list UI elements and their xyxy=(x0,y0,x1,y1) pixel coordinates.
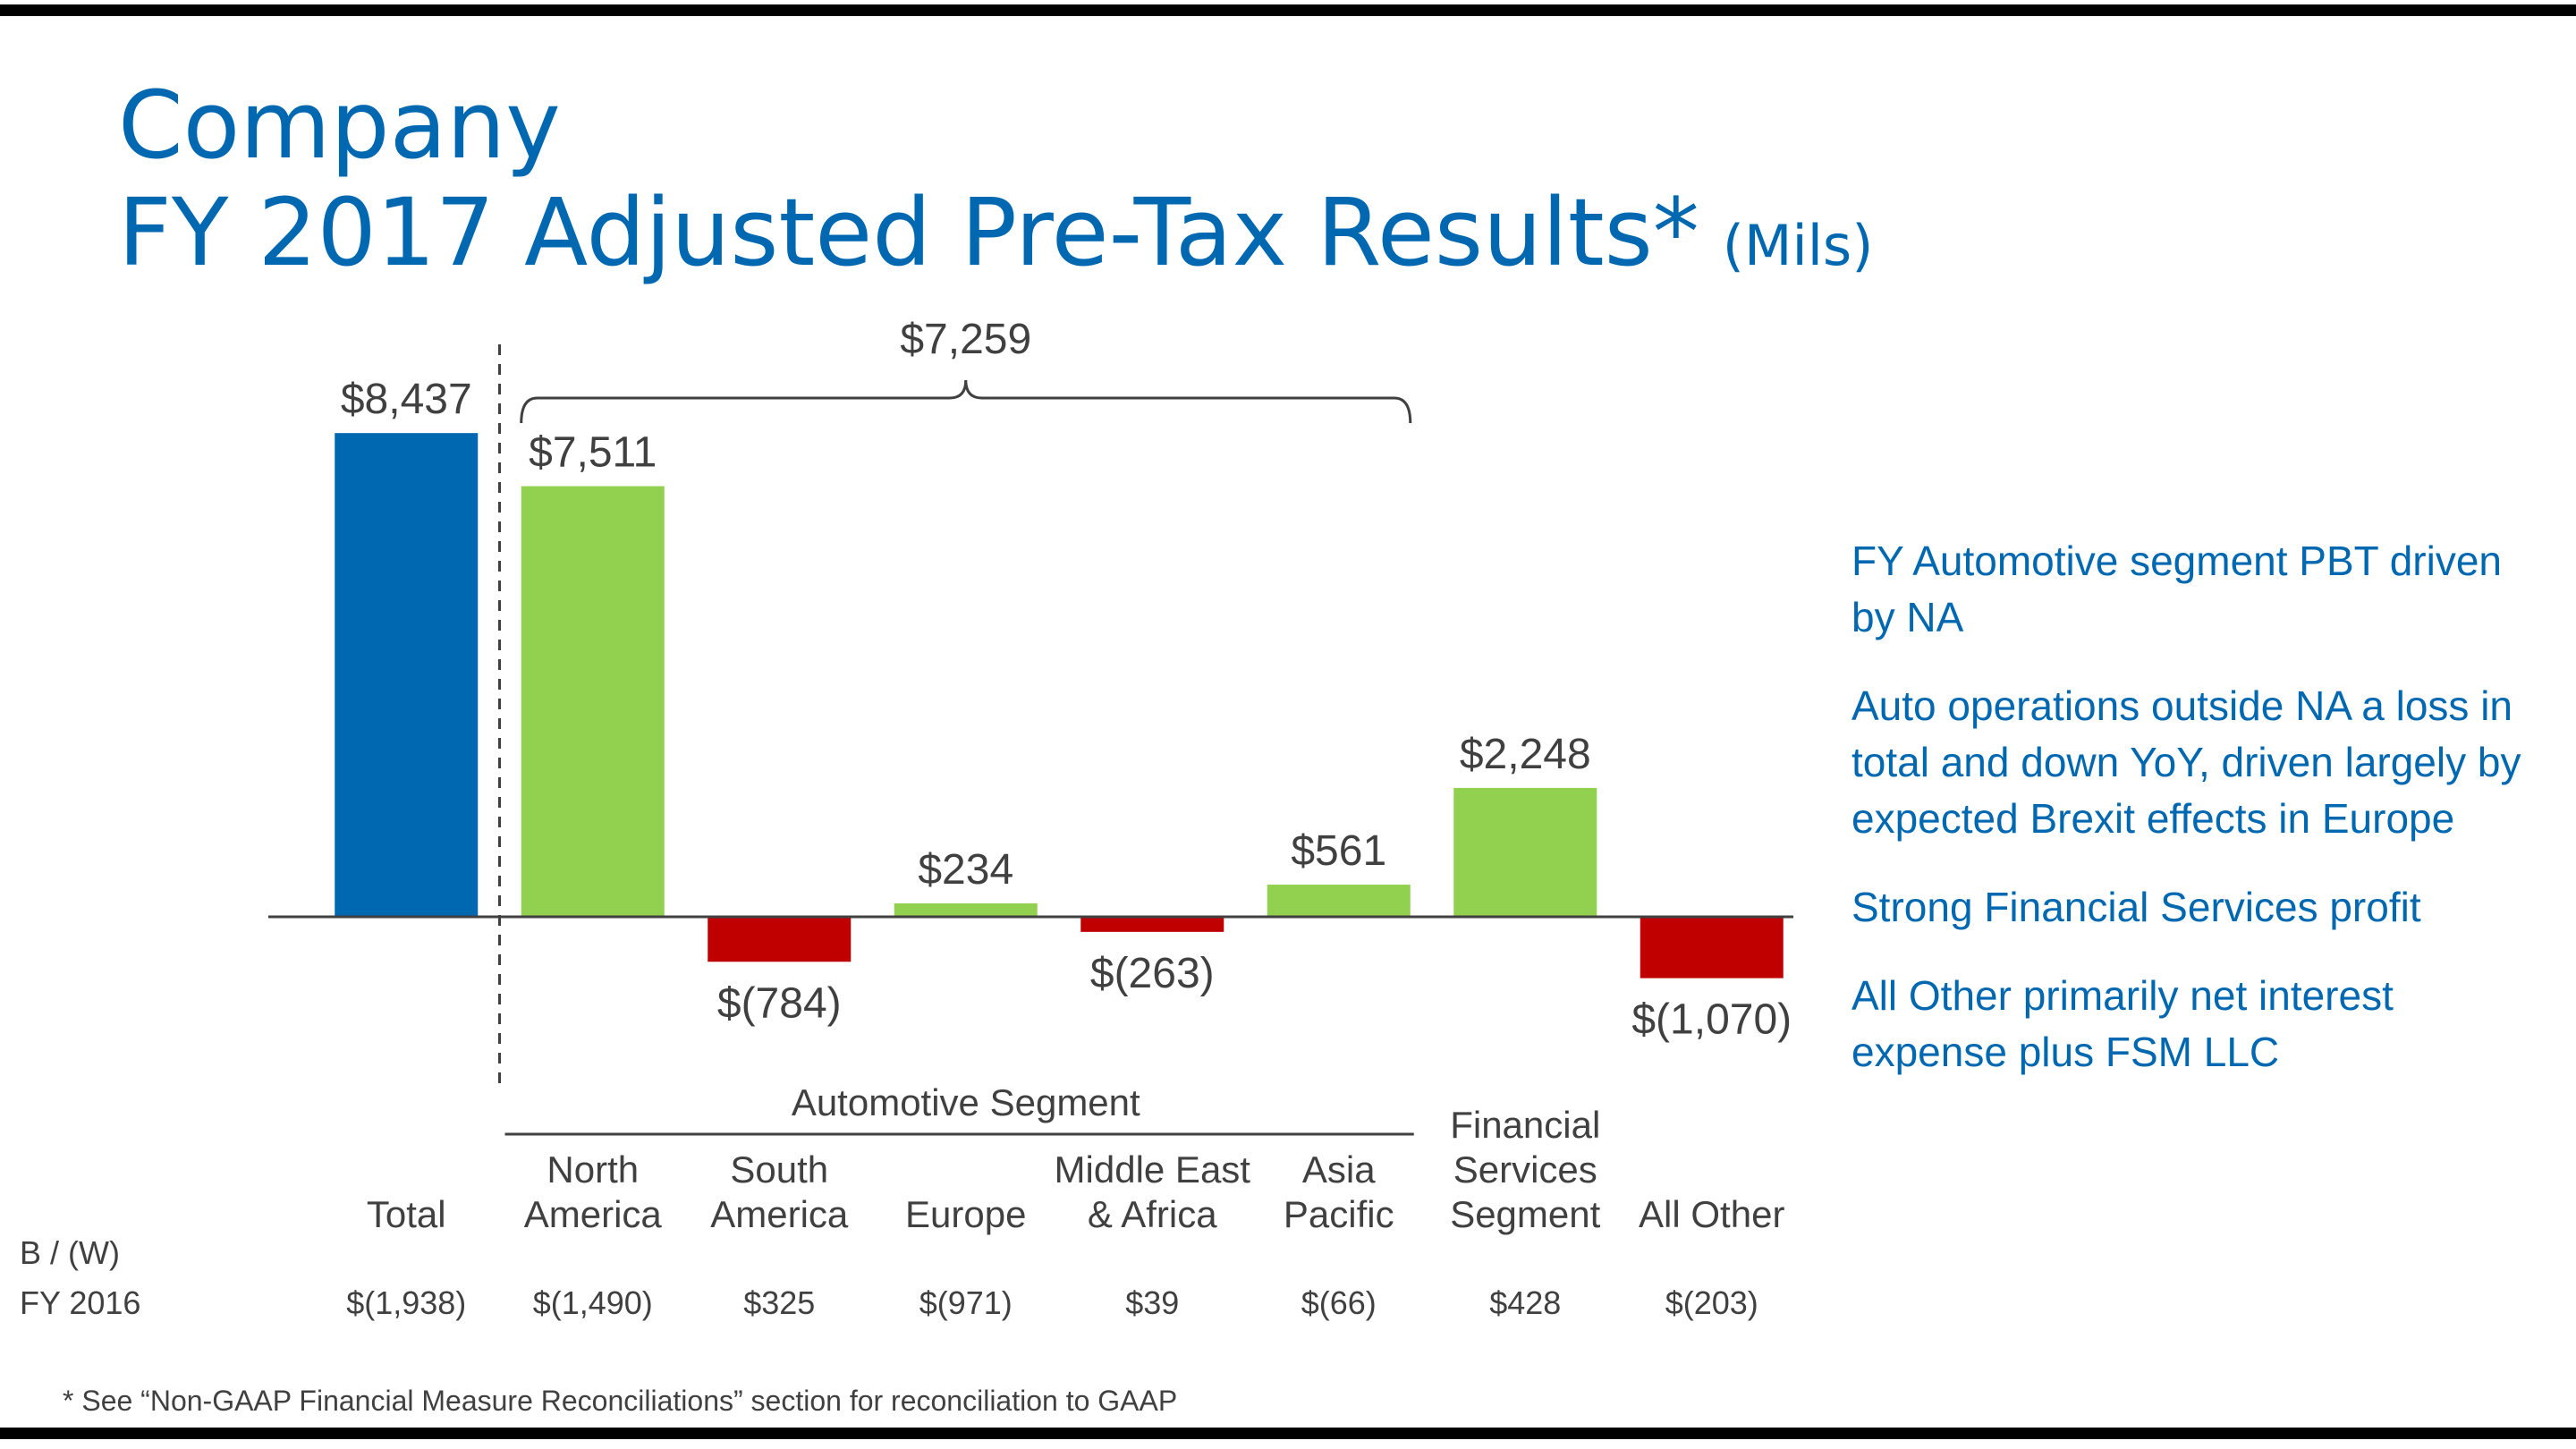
automotive-total-brace xyxy=(520,379,1412,424)
data-label: $(1,070) xyxy=(1631,996,1792,1044)
bar xyxy=(521,486,665,917)
data-label: $561 xyxy=(1291,827,1386,875)
bar xyxy=(1080,917,1224,932)
bar xyxy=(335,433,479,917)
commentary-list: FY Automotive segment PBT driven by NA A… xyxy=(1852,533,2549,1113)
category-label: Financial xyxy=(1450,1104,1600,1146)
comparison-value: $(1,490) xyxy=(532,1284,653,1321)
comparison-value: $39 xyxy=(1125,1284,1180,1321)
category-label: America xyxy=(710,1193,849,1235)
commentary-item: Auto operations outside NA a loss in tot… xyxy=(1852,682,2521,842)
commentary-item: FY Automotive segment PBT driven by NA xyxy=(1852,538,2502,640)
page-title-text: FY 2017 Adjusted Pre-Tax Results* xyxy=(118,178,1699,287)
category-label: All Other xyxy=(1639,1193,1784,1235)
bar xyxy=(708,917,852,962)
page-title-line-2: FY 2017 Adjusted Pre-Tax Results* (Mils) xyxy=(118,186,1873,279)
commentary-item: Strong Financial Services profit xyxy=(1852,884,2421,930)
footnote: * See “Non-GAAP Financial Measure Reconc… xyxy=(63,1385,1178,1417)
category-label: Europe xyxy=(905,1193,1026,1235)
comparison-value: $325 xyxy=(743,1284,816,1321)
category-label: Asia xyxy=(1302,1148,1376,1191)
page-title-unit: (Mils) xyxy=(1722,213,1874,278)
data-label: $(784) xyxy=(717,979,842,1027)
category-label: Middle East xyxy=(1055,1148,1251,1191)
category-label: South xyxy=(730,1148,828,1191)
top-rule xyxy=(0,4,2576,16)
comparison-value: $(971) xyxy=(919,1284,1013,1321)
comparison-value: $(203) xyxy=(1665,1284,1758,1321)
category-label: & Africa xyxy=(1088,1193,1217,1235)
bottom-rule xyxy=(0,1428,2576,1439)
comparison-value: $(66) xyxy=(1301,1284,1377,1321)
bar xyxy=(1640,917,1784,979)
data-label: $(263) xyxy=(1090,950,1215,997)
automotive-total-label: $7,259 xyxy=(900,316,1031,363)
data-label: $8,437 xyxy=(341,376,472,423)
data-label: $234 xyxy=(918,846,1013,894)
data-label: $7,511 xyxy=(529,429,657,477)
bar xyxy=(1453,787,1597,917)
bar xyxy=(894,903,1038,917)
category-label: Segment xyxy=(1450,1193,1600,1235)
category-label: Total xyxy=(367,1193,446,1235)
category-label: North xyxy=(547,1148,639,1191)
group-label: Automotive Segment xyxy=(792,1081,1140,1123)
comparison-row-label: B / (W) xyxy=(20,1234,120,1271)
comparison-row-year: FY 2016 xyxy=(20,1284,141,1321)
comparison-value: $(1,938) xyxy=(346,1284,467,1321)
category-label: Pacific xyxy=(1284,1193,1394,1235)
bar xyxy=(1267,885,1411,917)
data-label: $2,248 xyxy=(1460,731,1591,778)
commentary-item: All Other primarily net interest expense… xyxy=(1852,972,2394,1075)
category-label: America xyxy=(524,1193,663,1235)
page-title-line-1: Company xyxy=(118,71,561,180)
category-label: Services xyxy=(1453,1148,1597,1191)
comparison-value: $428 xyxy=(1489,1284,1562,1321)
